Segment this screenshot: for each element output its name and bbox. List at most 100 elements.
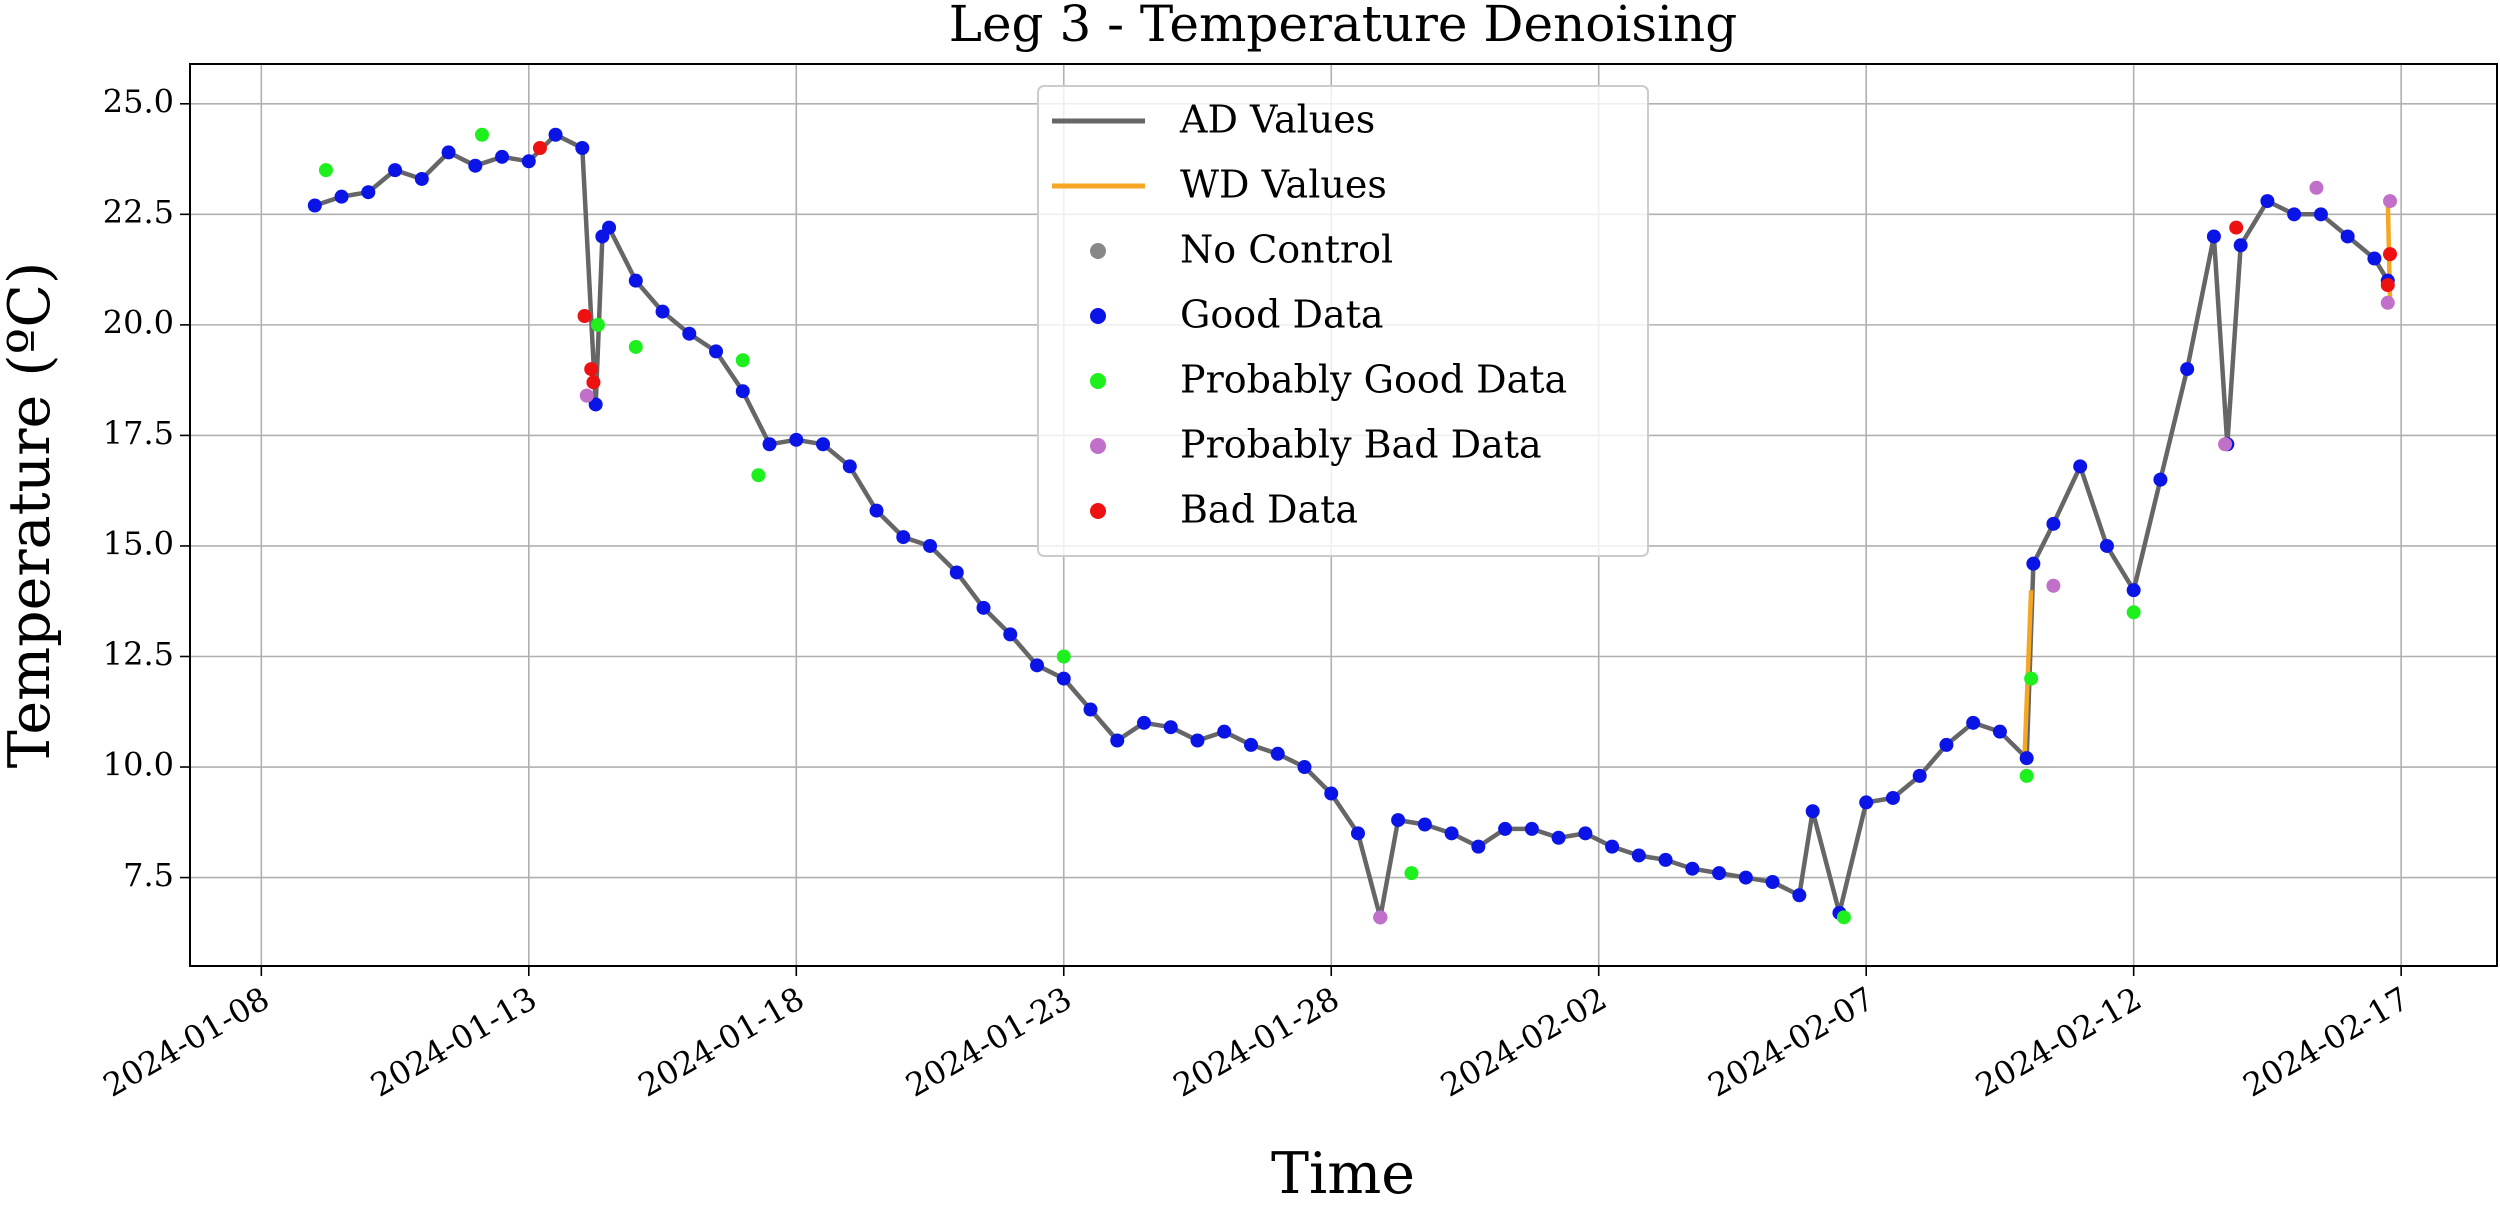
legend-label: AD Values: [1179, 98, 1375, 142]
y-tick-label: 20.0: [103, 303, 174, 341]
data-point: [588, 397, 603, 412]
data-point: [1836, 910, 1851, 925]
data-point: [388, 163, 403, 178]
data-point: [584, 362, 599, 377]
data-point: [2024, 671, 2039, 686]
data-point: [1324, 786, 1339, 801]
data-point: [1524, 821, 1539, 836]
data-point: [2073, 459, 2088, 474]
data-point: [949, 565, 964, 580]
legend-handle: [1090, 243, 1106, 259]
data-point: [468, 158, 483, 173]
chart-title: Leg 3 - Temperature Denoising: [949, 0, 1737, 53]
data-point: [1190, 733, 1205, 748]
data-point: [307, 198, 322, 213]
data-point: [1578, 826, 1593, 841]
data-point: [2309, 180, 2324, 195]
x-tick-label: 2024-01-13: [364, 979, 543, 1104]
data-point: [2260, 194, 2275, 209]
data-point: [1551, 830, 1566, 845]
data-point: [1765, 874, 1780, 889]
data-point: [1885, 790, 1900, 805]
data-point: [896, 530, 911, 545]
y-tick-label: 10.0: [103, 746, 174, 784]
data-point: [1658, 852, 1673, 867]
data-point: [548, 127, 563, 142]
x-tick-label: 2024-02-12: [1969, 979, 2148, 1104]
data-point: [2383, 247, 2398, 262]
y-tick-label: 17.5: [103, 414, 174, 452]
legend-box: [1037, 85, 1649, 557]
data-point: [2046, 516, 2061, 531]
data-point: [682, 326, 697, 341]
data-point: [2206, 229, 2221, 244]
data-point: [869, 503, 884, 518]
y-tick-label: 15.0: [103, 524, 174, 562]
data-point: [2367, 251, 2382, 266]
data-point: [1373, 910, 1388, 925]
data-point: [2180, 362, 2195, 377]
data-point: [495, 149, 510, 164]
data-line: [2022, 201, 2393, 759]
data-point: [577, 309, 592, 324]
data-point: [1685, 861, 1700, 876]
data-point: [1030, 658, 1045, 673]
data-point: [1404, 866, 1419, 881]
data-point: [1471, 839, 1486, 854]
data-point: [2099, 538, 2114, 553]
y-tick-label: 22.5: [103, 193, 174, 231]
legend-label: Bad Data: [1180, 488, 1358, 532]
data-point: [414, 171, 429, 186]
data-point: [2380, 295, 2395, 310]
data-point: [586, 375, 601, 390]
data-point: [842, 459, 857, 474]
data-point: [1297, 760, 1312, 775]
data-point: [1270, 746, 1285, 761]
legend-handle: [1090, 373, 1106, 389]
data-point: [2019, 751, 2034, 766]
x-tick-label: 2024-02-02: [1434, 979, 1613, 1104]
data-point: [1056, 649, 1071, 664]
data-point: [1110, 733, 1125, 748]
data-point: [2046, 578, 2061, 593]
data-point: [1243, 737, 1258, 752]
y-tick-label: 25.0: [103, 82, 174, 120]
data-point: [1498, 821, 1513, 836]
data-point: [709, 344, 724, 359]
data-point: [735, 384, 750, 399]
data-point: [590, 317, 605, 332]
data-point: [923, 538, 938, 553]
data-point: [1350, 826, 1365, 841]
data-point: [2019, 768, 2034, 783]
data-point: [474, 127, 489, 142]
data-point: [2126, 605, 2141, 620]
data-point: [628, 339, 643, 354]
x-tick-label: 2024-01-23: [899, 979, 1078, 1104]
data-point: [2383, 194, 2398, 209]
data-point: [2229, 220, 2244, 235]
legend-label: WD Values: [1180, 163, 1387, 207]
data-point: [334, 189, 349, 204]
data-point: [1966, 715, 1981, 730]
legend-handle: [1090, 438, 1106, 454]
plot-frame: [189, 63, 2498, 967]
data-point: [976, 600, 991, 615]
x-tick-label: 2024-01-08: [97, 979, 276, 1104]
data-point: [441, 145, 456, 160]
data-point: [1712, 866, 1727, 881]
data-line: [314, 132, 2390, 920]
data-point: [1792, 888, 1807, 903]
legend-label: Probably Bad Data: [1180, 423, 1542, 467]
data-point: [1444, 826, 1459, 841]
y-axis-label: Temperature (ºC): [0, 262, 63, 768]
x-tick-label: 2024-01-18: [632, 979, 811, 1104]
data-point: [1003, 627, 1018, 642]
x-tick-label: 2024-01-28: [1167, 979, 1346, 1104]
data-point: [579, 388, 594, 403]
data-point: [751, 468, 766, 483]
data-point: [1083, 702, 1098, 717]
data-point: [532, 141, 547, 156]
x-axis-label: Time: [1271, 1141, 1415, 1205]
data-point: [1631, 848, 1646, 863]
